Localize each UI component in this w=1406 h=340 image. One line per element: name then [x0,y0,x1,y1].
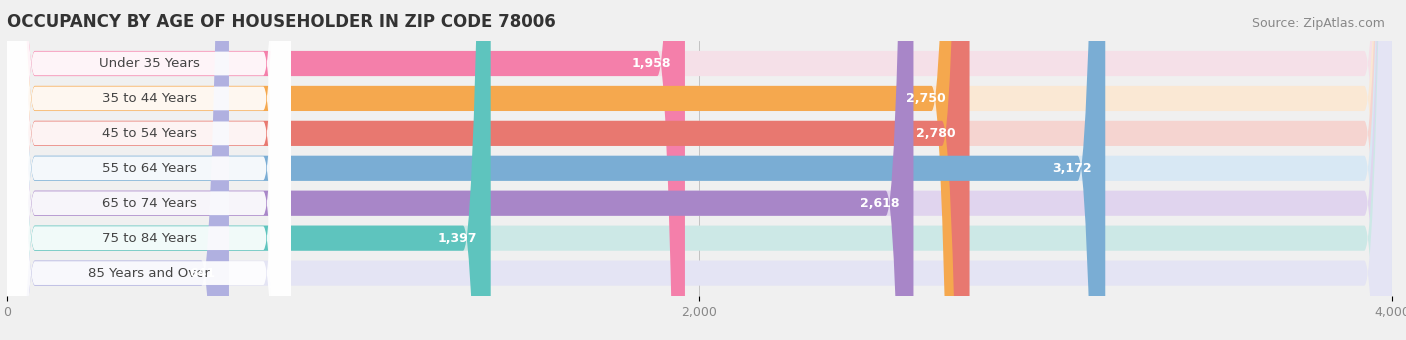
FancyBboxPatch shape [7,0,1392,340]
Text: 2,750: 2,750 [905,92,945,105]
Text: Under 35 Years: Under 35 Years [98,57,200,70]
Text: 641: 641 [188,267,215,279]
Text: 45 to 54 Years: 45 to 54 Years [101,127,197,140]
Text: 75 to 84 Years: 75 to 84 Years [101,232,197,245]
Text: 85 Years and Over: 85 Years and Over [89,267,209,279]
FancyBboxPatch shape [7,0,685,340]
FancyBboxPatch shape [7,0,291,340]
FancyBboxPatch shape [7,0,970,340]
FancyBboxPatch shape [7,0,291,340]
Text: 55 to 64 Years: 55 to 64 Years [101,162,197,175]
FancyBboxPatch shape [7,0,1392,340]
FancyBboxPatch shape [7,0,1105,340]
Text: 35 to 44 Years: 35 to 44 Years [101,92,197,105]
Text: 2,618: 2,618 [860,197,900,210]
Text: Source: ZipAtlas.com: Source: ZipAtlas.com [1251,17,1385,30]
Text: 2,780: 2,780 [917,127,956,140]
FancyBboxPatch shape [7,0,914,340]
Text: 65 to 74 Years: 65 to 74 Years [101,197,197,210]
FancyBboxPatch shape [7,0,291,340]
FancyBboxPatch shape [7,0,291,340]
FancyBboxPatch shape [7,0,959,340]
FancyBboxPatch shape [7,0,1392,340]
FancyBboxPatch shape [7,0,291,340]
FancyBboxPatch shape [7,0,1392,340]
FancyBboxPatch shape [7,0,229,340]
Text: 1,958: 1,958 [631,57,671,70]
FancyBboxPatch shape [7,0,1392,340]
FancyBboxPatch shape [7,0,1392,340]
Text: 3,172: 3,172 [1052,162,1091,175]
Text: 1,397: 1,397 [437,232,477,245]
FancyBboxPatch shape [7,0,1392,340]
FancyBboxPatch shape [7,0,291,340]
Text: OCCUPANCY BY AGE OF HOUSEHOLDER IN ZIP CODE 78006: OCCUPANCY BY AGE OF HOUSEHOLDER IN ZIP C… [7,13,555,31]
FancyBboxPatch shape [7,0,291,340]
FancyBboxPatch shape [7,0,491,340]
